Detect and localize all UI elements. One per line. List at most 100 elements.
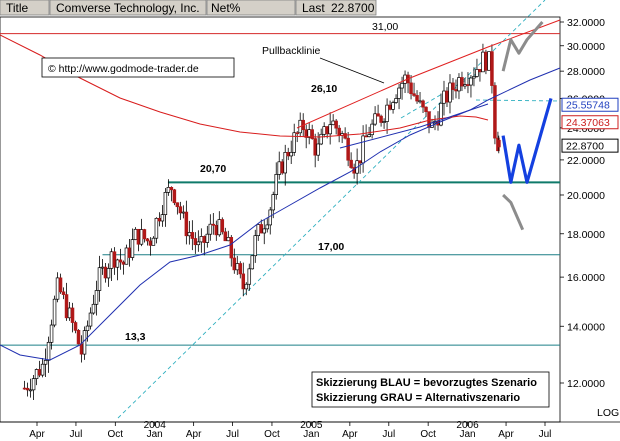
candle-body	[43, 360, 48, 365]
candle-body	[217, 219, 222, 236]
candle-body	[496, 139, 501, 148]
watermark-box: © http://www.godmode-trader.de	[41, 57, 235, 78]
candle-body	[328, 124, 332, 135]
candle-body	[460, 77, 464, 87]
y-tick-label: 16.0000	[567, 272, 605, 284]
legend-line-gray: Skizzierung GRAU = Alternativszenario	[316, 392, 520, 404]
x-year-label: 2006	[456, 420, 479, 431]
candle-body	[319, 133, 323, 145]
candle-body	[136, 228, 141, 245]
x-year-label: 2005	[300, 420, 323, 431]
candle-body	[118, 259, 123, 263]
candle-body	[211, 223, 216, 226]
candle-body	[424, 106, 428, 113]
candle-body	[85, 325, 90, 331]
price-tag-box	[561, 97, 619, 112]
candle-body	[310, 129, 314, 139]
candle-body	[478, 69, 482, 73]
candle-body	[103, 266, 108, 279]
candle-body	[463, 84, 467, 87]
candle-body	[133, 228, 138, 240]
level-label-17: 17,00	[318, 241, 344, 253]
candle-body	[67, 307, 72, 319]
candle-body	[469, 77, 473, 86]
x-tick-label: Apr	[186, 429, 202, 440]
level-label-2070: 20,70	[200, 163, 226, 175]
x-tick-label: Jul	[226, 429, 239, 440]
candle-body	[271, 194, 275, 211]
candle-body	[409, 82, 413, 95]
candle-body	[391, 102, 395, 110]
candle-body	[454, 89, 458, 92]
candle-body	[292, 132, 296, 153]
header-last-value: 22.8700	[331, 1, 375, 15]
candle-body	[172, 189, 177, 204]
x-tick-label: Apr	[342, 429, 358, 440]
price-candles	[22, 43, 501, 401]
candle-body	[121, 261, 126, 265]
candle-body	[190, 232, 195, 239]
candle-body	[160, 214, 165, 222]
candle-body	[415, 95, 419, 102]
candle-body	[124, 247, 129, 265]
candle-body	[46, 341, 51, 361]
legend-line-blue: Skizzierung BLAU = bevorzugtes Szenario	[316, 377, 537, 389]
plot-area	[0, 16, 561, 423]
candle-body	[112, 251, 117, 268]
level-label-31: 31,00	[372, 21, 398, 33]
pullback-pointer	[319, 57, 385, 84]
candle-body	[49, 324, 54, 343]
candle-body	[343, 133, 347, 139]
candle-body	[322, 126, 326, 135]
candle-body	[22, 387, 27, 390]
candle-body	[175, 202, 180, 208]
candle-body	[256, 224, 261, 237]
candle-body	[70, 307, 75, 323]
candle-body	[73, 322, 78, 331]
watermark-text: © http://www.godmode-trader.de	[48, 63, 199, 75]
candle-body	[283, 152, 287, 174]
candle-body	[88, 312, 93, 327]
candle-body	[232, 257, 237, 271]
candle-body	[199, 236, 204, 243]
level-label-133: 13,3	[125, 331, 146, 343]
candle-body	[385, 104, 389, 122]
candle-body	[358, 160, 362, 164]
candle-body	[157, 217, 162, 222]
candle-body	[394, 98, 398, 103]
candle-body	[337, 127, 341, 136]
candle-body	[313, 138, 317, 156]
candle-body	[196, 241, 201, 246]
candle-body	[202, 236, 207, 243]
y-tick-label: 22.0000	[567, 155, 605, 167]
y-tick-label: 12.0000	[567, 378, 605, 390]
candle-body	[94, 290, 99, 305]
candle-body	[490, 51, 494, 86]
candle-body	[34, 369, 39, 379]
header-title-label: Title	[6, 1, 29, 15]
price-tag-text: 25.55748	[566, 100, 610, 112]
scenario-gray-up	[501, 21, 544, 72]
candle-body	[370, 123, 374, 136]
candle-body	[451, 82, 455, 90]
scenario-blue	[501, 97, 553, 184]
candle-body	[25, 387, 30, 391]
y-tick-label: 20.0000	[567, 190, 605, 202]
candle-body	[316, 143, 320, 156]
x-tick-label: Jul	[539, 429, 552, 440]
level-label-26: 26,10	[311, 83, 337, 95]
candle-body	[169, 186, 174, 191]
candle-body	[61, 291, 66, 295]
candle-body	[349, 159, 353, 168]
candle-body	[421, 100, 425, 108]
candle-body	[274, 174, 278, 195]
candle-body	[40, 363, 45, 376]
candle-body	[163, 192, 168, 216]
candle-body	[388, 104, 392, 110]
candle-body	[244, 283, 249, 290]
candle-body	[250, 255, 255, 270]
x-tick-label: Apr	[29, 429, 45, 440]
candle-body	[193, 238, 198, 246]
candle-body	[220, 219, 225, 233]
candle-body	[379, 115, 383, 123]
